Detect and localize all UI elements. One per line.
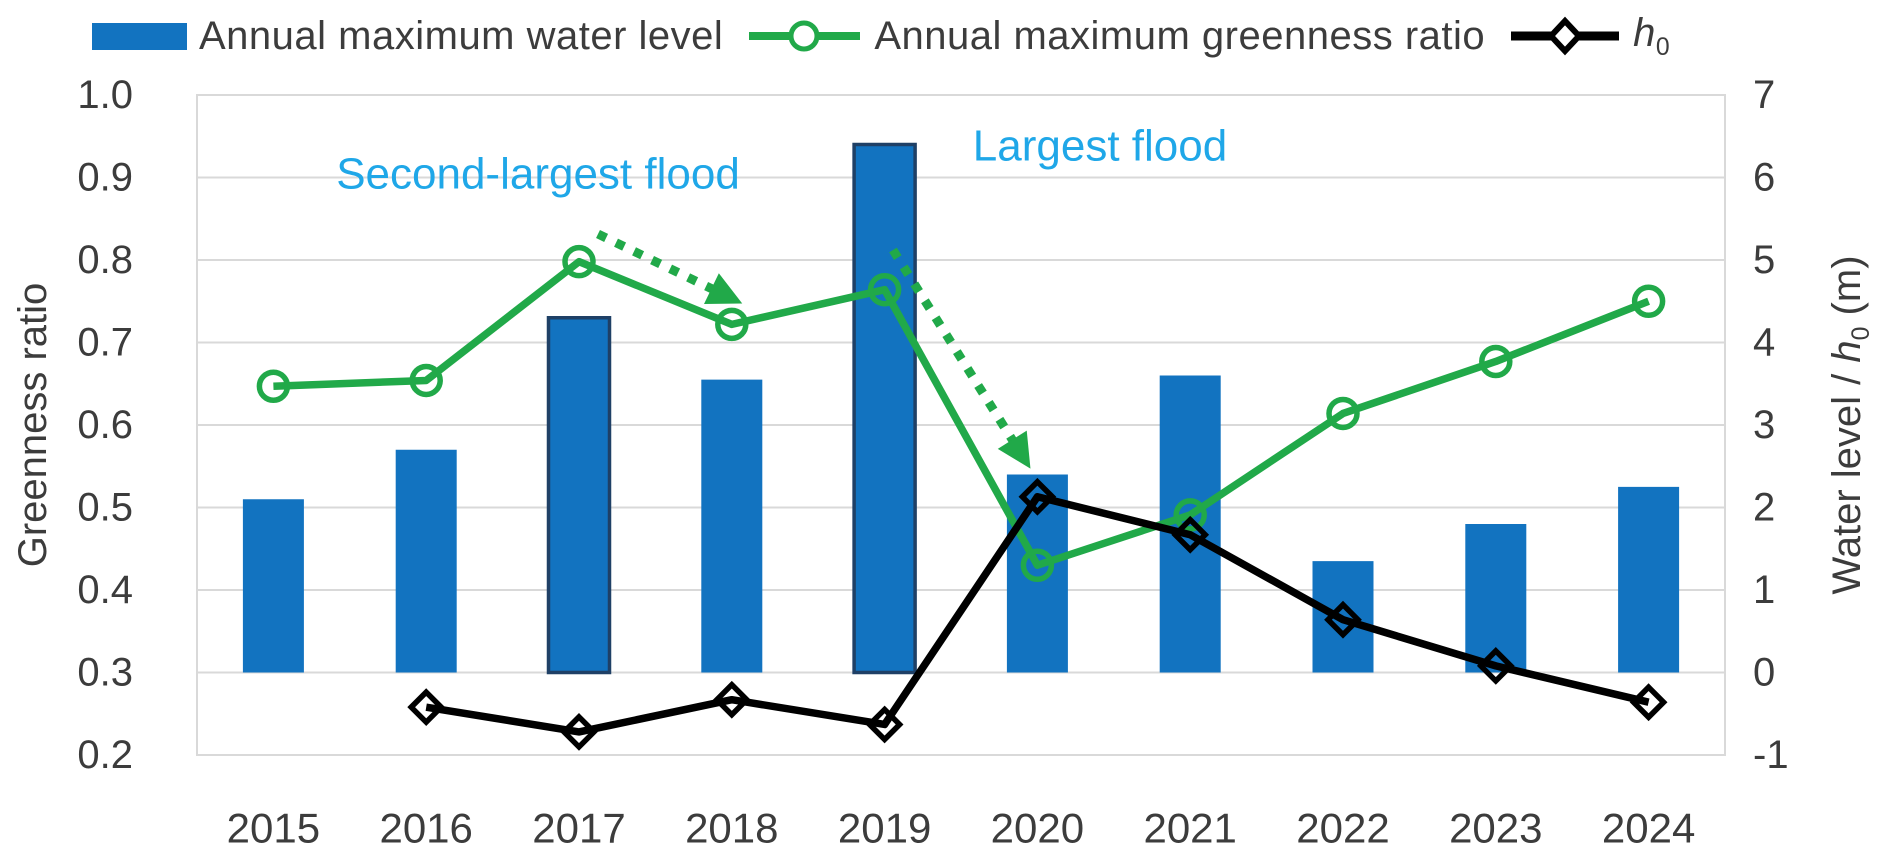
greenness-point-2024 xyxy=(1631,284,1666,318)
left-axis-tick: 0.6 xyxy=(77,403,133,447)
left-axis-tick: 1.0 xyxy=(77,73,133,117)
flood-arrow-2 xyxy=(889,247,1031,469)
greenness-point-2020 xyxy=(1020,548,1055,582)
greenness-point-2016 xyxy=(409,363,443,398)
bar-2018 xyxy=(701,379,763,673)
legend-label-water-level: Annual maximum water level xyxy=(199,13,724,58)
right-axis-tick: 5 xyxy=(1753,238,1775,282)
line-diamond-marker-icon xyxy=(1511,16,1620,56)
h0-point-2018 xyxy=(712,680,751,719)
h0-point-2021 xyxy=(1171,515,1210,554)
greenness-point-2017 xyxy=(562,244,596,279)
x-axis-tick-2016: 2016 xyxy=(379,804,472,848)
bar-2017 xyxy=(546,316,612,675)
left-axis-tick: 0.4 xyxy=(77,568,133,612)
legend-item-water-level: Annual maximum water level xyxy=(92,14,723,59)
right-axis-tick: 3 xyxy=(1753,403,1775,447)
right-axis-tick: 4 xyxy=(1753,321,1775,365)
x-axis-tick-2023: 2023 xyxy=(1449,804,1542,848)
right-axis-tick: 0 xyxy=(1753,651,1775,695)
left-axis-tick: 0.7 xyxy=(77,321,133,365)
x-axis-tick-2015: 2015 xyxy=(227,804,320,848)
right-axis-tick: 7 xyxy=(1753,73,1775,117)
bar-2016 xyxy=(395,449,457,673)
greenness-point-2022 xyxy=(1326,396,1360,431)
plot-border xyxy=(196,94,1726,756)
x-axis-tick-2022: 2022 xyxy=(1296,804,1389,848)
right-axis-tick: 1 xyxy=(1753,568,1775,612)
legend-item-h0: h0 xyxy=(1509,11,1670,62)
h0-point-2020 xyxy=(1018,477,1057,516)
x-axis-tick-2019: 2019 xyxy=(838,804,931,848)
bar-2024 xyxy=(1618,486,1680,673)
h0-point-2023 xyxy=(1476,647,1515,685)
legend-label-h0: h0 xyxy=(1633,10,1671,61)
flood-arrow-1 xyxy=(596,229,743,305)
greenness-point-2023 xyxy=(1479,344,1513,379)
x-axis-tick-2024: 2024 xyxy=(1602,804,1695,848)
left-axis-tick: 0.8 xyxy=(77,238,133,282)
right-axis-tick: 6 xyxy=(1753,156,1775,200)
legend-item-greenness: Annual maximum greenness ratio xyxy=(747,14,1485,59)
h0-line xyxy=(425,493,1650,736)
h0-point-2024 xyxy=(1629,683,1668,722)
greenness-point-2018 xyxy=(715,307,749,342)
bar-2015 xyxy=(242,499,304,673)
bar-swatch-icon xyxy=(92,22,187,50)
x-axis-tick-2017: 2017 xyxy=(532,804,625,848)
h0-point-2016 xyxy=(407,688,446,727)
legend-label-greenness: Annual maximum greenness ratio xyxy=(874,13,1486,58)
h0-point-2019 xyxy=(865,705,904,744)
greenness-point-2019 xyxy=(867,272,902,307)
annotation-largest-flood: Largest flood xyxy=(973,122,1227,171)
left-axis-tick: 0.9 xyxy=(77,156,133,200)
bar-2019 xyxy=(852,142,917,675)
left-axis-tick: 0.5 xyxy=(77,486,133,530)
annotation-second-largest-flood: Second-largest flood xyxy=(336,150,740,199)
annual-maximum-greenness-ratio-line xyxy=(273,257,1650,569)
right-axis-tick: 2 xyxy=(1753,486,1775,530)
x-axis-tick-2021: 2021 xyxy=(1143,804,1236,848)
greenness-point-2015 xyxy=(256,369,291,403)
left-axis-tick: 0.2 xyxy=(77,733,133,777)
line-circle-marker-icon xyxy=(749,20,861,52)
chart-legend: Annual maximum water level Annual maximu… xyxy=(92,11,1670,62)
greenness-point-2021 xyxy=(1173,498,1207,532)
h0-point-2017 xyxy=(560,713,598,751)
left-axis-tick: 0.3 xyxy=(77,651,133,695)
x-axis-tick-2018: 2018 xyxy=(685,804,778,848)
h0-point-2022 xyxy=(1324,600,1362,639)
bar-2020 xyxy=(1006,474,1068,673)
right-axis-tick: -1 xyxy=(1753,733,1789,777)
x-axis-tick-2020: 2020 xyxy=(991,804,1084,848)
